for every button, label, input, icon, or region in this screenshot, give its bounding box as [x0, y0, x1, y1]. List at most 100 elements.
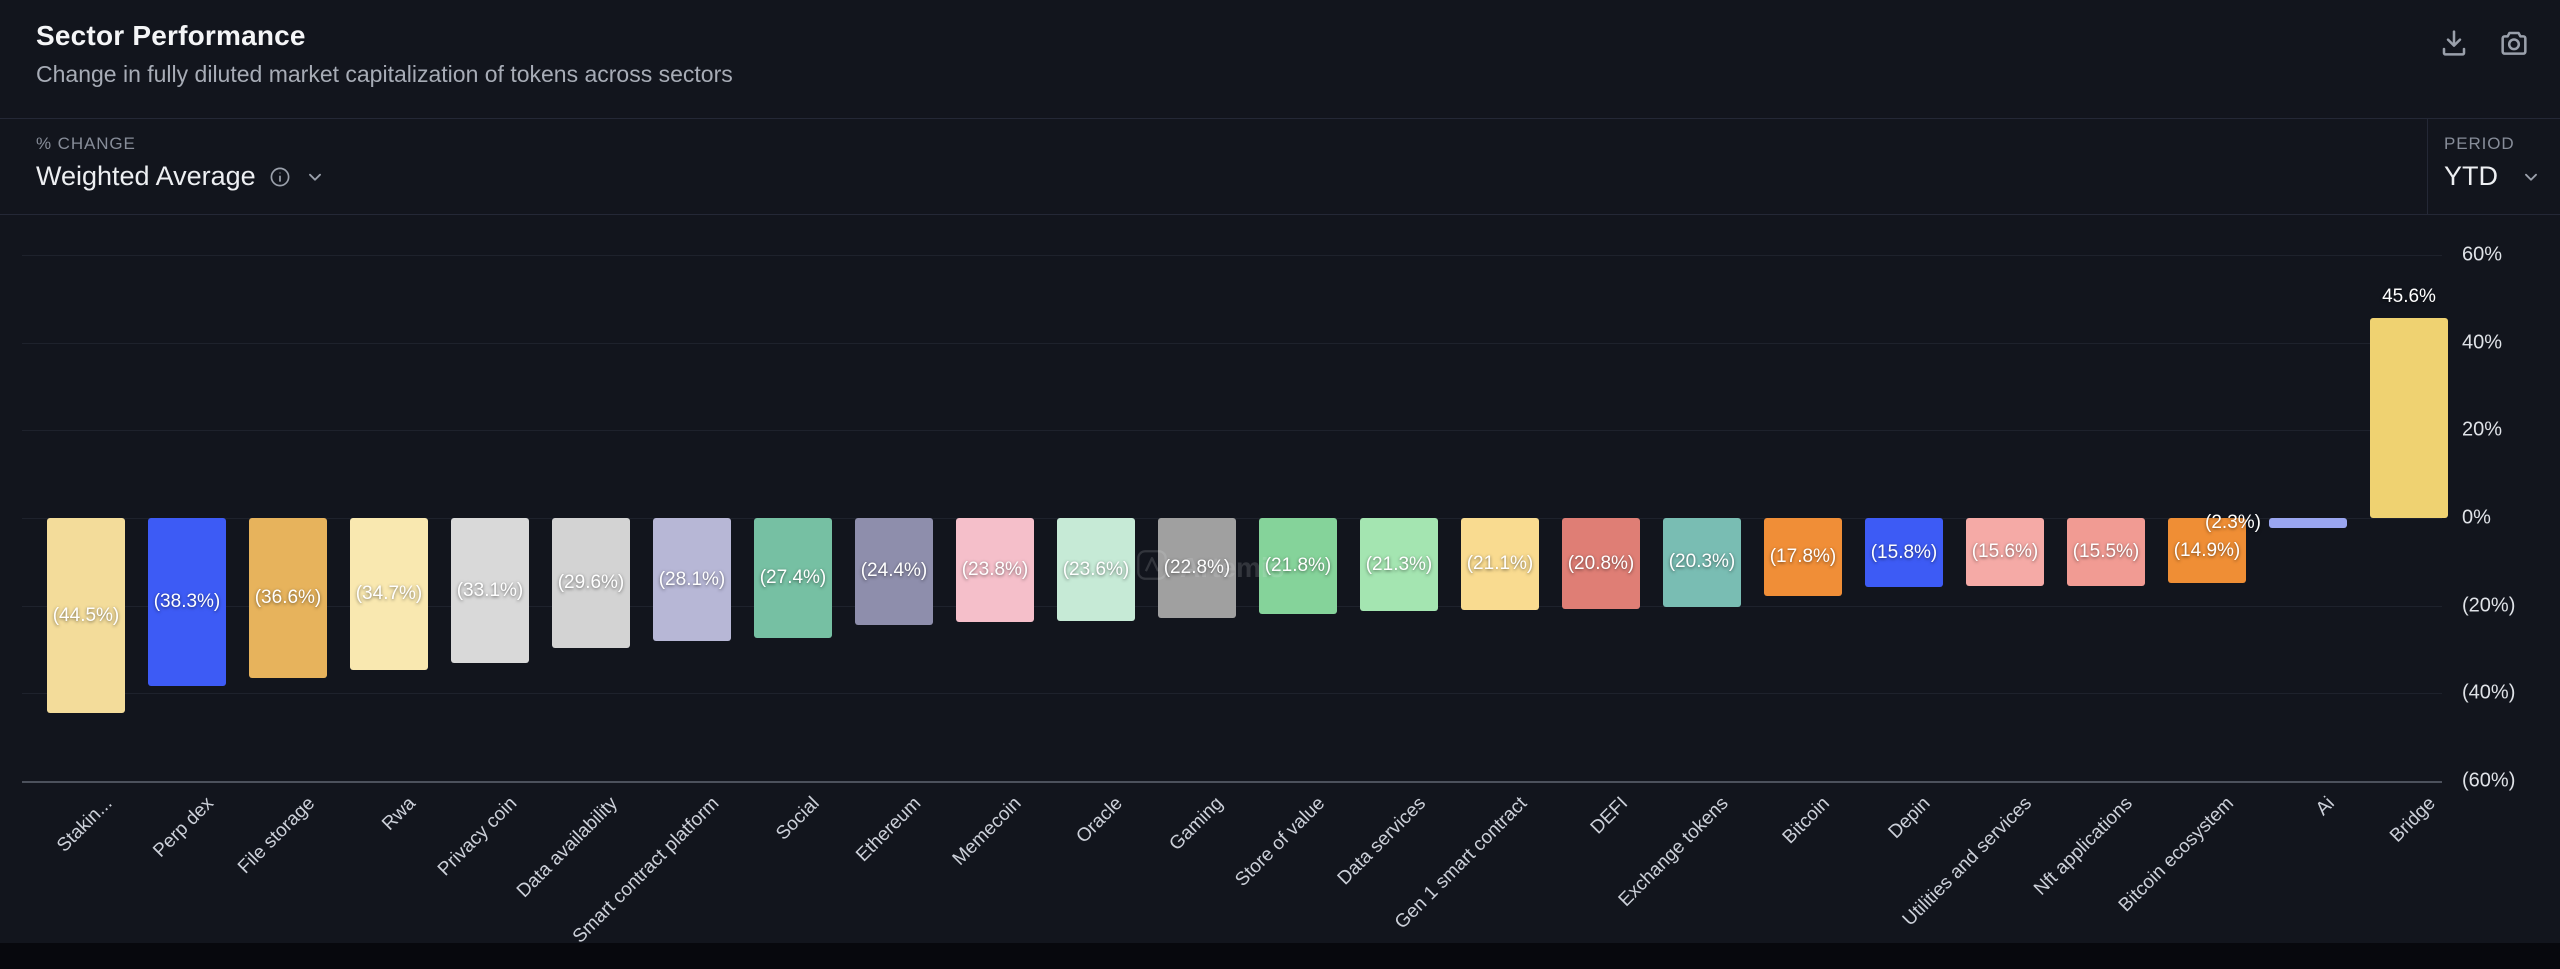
- bar-value-label: (2.3%): [2205, 512, 2261, 534]
- bar[interactable]: [855, 518, 933, 625]
- bar[interactable]: [1360, 518, 1438, 612]
- bar[interactable]: [451, 518, 529, 664]
- x-axis-label: Depin: [1884, 793, 1935, 843]
- bar-value-label: (38.3%): [153, 590, 221, 612]
- bar[interactable]: [1461, 518, 1539, 611]
- x-axis-label: Data availability: [512, 793, 622, 902]
- bar-value-label: (24.4%): [860, 560, 928, 582]
- bar-value-label: (15.6%): [1971, 541, 2039, 563]
- header-actions: [2434, 24, 2534, 64]
- x-axis-label: Social: [772, 793, 824, 845]
- x-axis-label: Privacy coin: [433, 793, 521, 881]
- period-dropdown[interactable]: YTD: [2444, 161, 2542, 192]
- metric-value: Weighted Average: [36, 161, 256, 191]
- x-axis-label: Bridge: [2386, 793, 2440, 847]
- bar[interactable]: [2370, 318, 2448, 518]
- x-axis-label: Exchange tokens: [1614, 793, 1733, 911]
- metric-dropdown[interactable]: Weighted Average: [36, 161, 326, 192]
- gridline: [22, 430, 2442, 432]
- bar[interactable]: [2067, 518, 2145, 586]
- camera-icon: [2498, 27, 2530, 62]
- metric-label: % CHANGE: [36, 134, 136, 153]
- x-axis-label: Store of value: [1231, 793, 1329, 891]
- bar-value-label: (23.6%): [1062, 558, 1130, 580]
- x-axis-label: Nft applications: [2030, 793, 2137, 900]
- bar-value-label: (33.1%): [456, 579, 524, 601]
- x-axis-label: Ai: [2312, 793, 2339, 820]
- bar-value-label: (15.8%): [1870, 541, 1938, 563]
- page-title: Sector Performance: [36, 20, 306, 51]
- x-axis-label: DEFI: [1586, 793, 1632, 839]
- period-value: YTD: [2444, 161, 2498, 191]
- bar-value-label: (44.5%): [52, 604, 120, 626]
- x-axis-label: Data services: [1333, 793, 1430, 890]
- bar[interactable]: [249, 518, 327, 679]
- bar[interactable]: [2269, 518, 2347, 529]
- bar[interactable]: [552, 518, 630, 648]
- screenshot-button[interactable]: [2494, 24, 2534, 64]
- bar-value-label: (34.7%): [355, 583, 423, 605]
- period-control: PERIOD YTD: [2427, 119, 2560, 214]
- bar[interactable]: [1259, 518, 1337, 614]
- y-axis-label: (20%): [2462, 594, 2516, 617]
- bar[interactable]: [956, 518, 1034, 623]
- bar-chart: Artemis 60%40%20%0%(20%)(40%)(60%)(44.5%…: [0, 215, 2560, 969]
- bar-value-label: (21.3%): [1365, 553, 1433, 575]
- x-axis-label: Perp dex: [149, 793, 218, 862]
- bar[interactable]: [350, 518, 428, 671]
- bar-value-label: (23.8%): [961, 559, 1029, 581]
- bar-value-label: (22.8%): [1163, 556, 1231, 578]
- bar[interactable]: [1663, 518, 1741, 607]
- bar-value-label: (27.4%): [759, 567, 827, 589]
- bar-value-label: (15.5%): [2072, 540, 2140, 562]
- bar[interactable]: [653, 518, 731, 642]
- x-axis-label: Stakin...: [53, 793, 117, 857]
- period-label: PERIOD: [2444, 134, 2515, 153]
- x-axis-label: Gaming: [1165, 793, 1228, 855]
- info-icon[interactable]: [268, 165, 292, 189]
- bar-value-label: 45.6%: [2382, 286, 2436, 308]
- bar-value-label: (36.6%): [254, 587, 322, 609]
- y-axis-label: 40%: [2462, 331, 2503, 354]
- bar-value-label: (14.9%): [2173, 539, 2241, 561]
- bar-value-label: (20.8%): [1567, 552, 1635, 574]
- bar-value-label: (20.3%): [1668, 551, 1736, 573]
- gridline: [22, 255, 2442, 256]
- chevron-down-icon: [2520, 166, 2542, 188]
- x-axis-label: Ethereum: [851, 793, 925, 867]
- x-axis-label: Memecoin: [949, 793, 1026, 870]
- y-axis-label: 60%: [2462, 243, 2503, 266]
- bar[interactable]: [2168, 518, 2246, 584]
- bar-value-label: (17.8%): [1769, 546, 1837, 567]
- x-axis-label: Bitcoin: [1778, 793, 1834, 849]
- chart-controls: % CHANGE Weighted Average PERIOD YTD: [0, 118, 2560, 215]
- x-axis-line: [22, 781, 2442, 783]
- y-axis-label: 0%: [2462, 506, 2491, 529]
- bar[interactable]: [1764, 518, 1842, 597]
- y-axis-label: (60%): [2462, 769, 2516, 792]
- bar[interactable]: [754, 518, 832, 639]
- download-icon: [2438, 27, 2470, 62]
- x-axis-label: Rwa: [378, 793, 420, 835]
- x-axis-label: Oracle: [1072, 793, 1127, 848]
- metric-control: % CHANGE Weighted Average: [36, 134, 326, 192]
- bar[interactable]: [1966, 518, 2044, 587]
- page-background: [0, 943, 2560, 969]
- y-axis-label: 20%: [2462, 418, 2503, 441]
- download-button[interactable]: [2434, 24, 2474, 64]
- bar[interactable]: [1865, 518, 1943, 588]
- bar-value-label: (29.6%): [557, 571, 625, 593]
- bar-value-label: (21.1%): [1466, 553, 1534, 575]
- bar[interactable]: [47, 518, 125, 714]
- bar-value-label: (28.1%): [658, 568, 726, 590]
- chevron-down-icon: [304, 166, 326, 188]
- page-subtitle: Change in fully diluted market capitaliz…: [36, 61, 733, 87]
- bar[interactable]: [1562, 518, 1640, 610]
- gridline: [22, 693, 2442, 695]
- bar[interactable]: [1057, 518, 1135, 622]
- bar[interactable]: [1158, 518, 1236, 618]
- widget-header: Sector Performance Change in fully dilut…: [0, 0, 2560, 118]
- bar[interactable]: [148, 518, 226, 686]
- x-axis-label: File storage: [233, 793, 319, 879]
